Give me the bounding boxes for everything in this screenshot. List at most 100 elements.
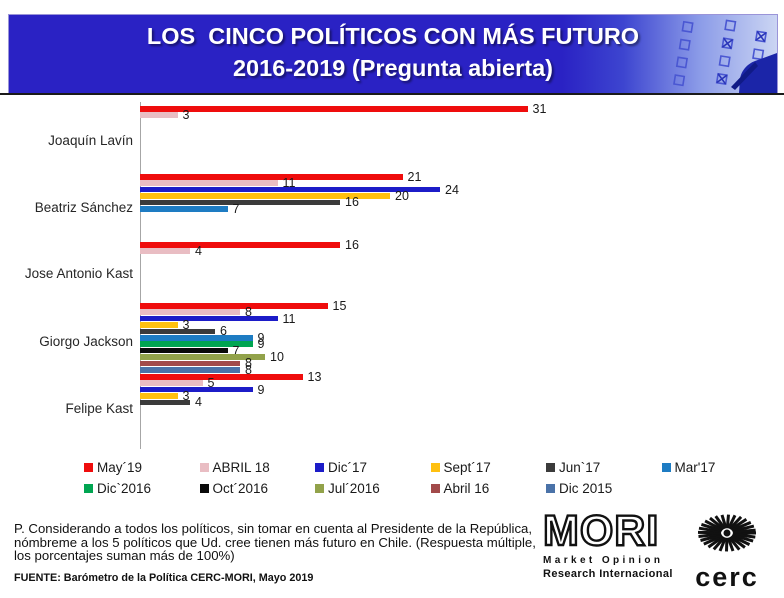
bar-jun-17 [140, 199, 340, 206]
bar-may-19 [140, 374, 303, 380]
bar-value-label: 3 [182, 108, 190, 123]
legend-item: ABRIL 18 [199, 460, 316, 475]
question-line-2: nómbreme a los 5 políticos que Ud. cree … [14, 534, 536, 550]
bar-value-label: 11 [282, 176, 296, 191]
legend-swatch [661, 463, 671, 472]
category-label: Giorgo Jackson [39, 333, 133, 349]
category-label: Joaquín Lavín [48, 132, 133, 148]
legend-swatch [315, 484, 324, 493]
legend-label: Mar'17 [674, 460, 716, 475]
legend-swatch [315, 463, 324, 472]
bar-value-label: 20 [395, 189, 409, 203]
bar-value-label: 16 [345, 195, 359, 210]
category-label: Felipe Kast [65, 400, 133, 416]
bar-value-label: 11 [282, 311, 296, 326]
legend-item: Jun`17 [546, 460, 662, 475]
bar-value-label: 5 [207, 376, 215, 391]
bar-abril-18 [140, 248, 190, 254]
legend-label: ABRIL 18 [212, 460, 270, 475]
bar-value-label: 21 [407, 169, 422, 184]
legend-swatch [546, 484, 555, 493]
chart-legend: May´19 ABRIL 18 Dic´17 Sept´17 Jun`17 Mar'17 … [84, 457, 784, 499]
legend-label: Oct´2016 [212, 481, 269, 496]
legend-item: Abril 16 [430, 481, 547, 496]
ballot-checkbox-illustration [673, 19, 777, 93]
source-note: FUENTE: Barómetro de la Política CERC-MO… [14, 572, 314, 584]
bar-sept-17 [140, 322, 178, 328]
bar-value-label: 10 [270, 350, 284, 364]
bar-abril-18 [140, 380, 203, 386]
bar-may-19 [140, 242, 340, 248]
bar-value-label: 16 [345, 237, 359, 252]
bar-abril-16 [140, 360, 240, 367]
legend-swatch [84, 484, 93, 493]
bar-value-label: 8 [245, 362, 252, 377]
bar-value-label: 3 [182, 318, 190, 332]
question-line-1: P. Considerando a todos los políticos, s… [14, 521, 533, 536]
bar-may-19 [140, 303, 328, 309]
bar-value-label: 24 [445, 182, 459, 197]
bar-jul-2016 [140, 354, 265, 360]
bar-value-label: 9 [257, 337, 265, 352]
bar-value-label: 8 [245, 356, 252, 371]
legend-label: Sept´17 [443, 460, 491, 475]
bar-value-label: 8 [245, 305, 252, 320]
legend-item: Oct´2016 [199, 481, 316, 496]
legend-swatch [199, 463, 209, 472]
legend-swatch [84, 463, 93, 472]
bar-may-19 [140, 106, 528, 112]
cerc-starburst-icon [697, 514, 756, 552]
legend-item: May´19 [84, 460, 200, 475]
bar-mar-17 [140, 335, 253, 341]
legend-label: Jul´2016 [328, 481, 380, 496]
bar-sept-17 [140, 393, 178, 399]
legend-label: Jun`17 [559, 460, 601, 475]
bar-value-label: 4 [195, 244, 202, 259]
bar-mar-17 [140, 206, 228, 212]
bar-jun-17 [140, 328, 215, 335]
bar-value-label: 4 [195, 395, 202, 410]
cerc-logo: cerc [682, 508, 772, 592]
legend-label: Dic 2015 [559, 481, 613, 496]
legend-label: Dic´17 [328, 460, 368, 475]
bar-dic-17 [140, 386, 253, 393]
bar-value-label: 31 [532, 101, 547, 116]
bar-value-label: 6 [220, 324, 227, 339]
question-footnote: P. Considerando a todos los políticos, s… [14, 522, 542, 563]
bar-value-label: 9 [257, 382, 265, 397]
bar-abril-18 [140, 309, 240, 315]
legend-swatch [199, 484, 209, 493]
legend-item: Mar'17 [661, 460, 778, 475]
legend-row-1: May´19 ABRIL 18 Dic´17 Sept´17 Jun`17 Mar'17 [84, 457, 784, 478]
bar-dic-17 [140, 315, 278, 322]
legend-label: Abril 16 [443, 481, 490, 496]
divider-line [0, 93, 784, 95]
y-axis-line [140, 102, 141, 449]
legend-item: Dic 2015 [546, 481, 662, 496]
title-banner: LOS CINCO POLÍTICOS CON MÁS FUTURO 2016-2… [8, 14, 778, 94]
bar-value-label: 7 [232, 201, 240, 216]
bar-abril-18 [140, 112, 178, 118]
bar-abril-18 [140, 180, 278, 186]
cerc-logo-text: cerc [695, 562, 759, 592]
title-line-2: 2016-2019 (Pregunta abierta) [232, 55, 553, 81]
mori-logo: MORI Market Opinion Research Internacion… [542, 507, 673, 580]
legend-label: Dic`2016 [97, 481, 152, 496]
mori-logo-text: MORI [542, 507, 660, 555]
bar-jun-17 [140, 399, 190, 406]
bar-may-19 [140, 174, 403, 180]
legend-swatch [430, 463, 440, 472]
bar-sept-17 [140, 193, 390, 199]
category-label: Beatriz Sánchez [34, 199, 133, 215]
bar-value-label: 3 [182, 389, 190, 403]
hand-with-pen-icon [739, 53, 777, 93]
bar-dic-2015 [140, 367, 240, 373]
category-label: Jose Antonio Kast [24, 265, 133, 281]
bar-value-label: 9 [257, 330, 265, 345]
legend-row-2: Dic`2016 Oct´2016 Jul´2016 Abril 16 Dic 2015 [84, 478, 784, 499]
bar-oct-2016 [140, 347, 228, 354]
bar-dic-2016 [140, 341, 253, 347]
legend-item: Jul´2016 [315, 481, 431, 496]
bar-value-label: 13 [307, 369, 322, 384]
